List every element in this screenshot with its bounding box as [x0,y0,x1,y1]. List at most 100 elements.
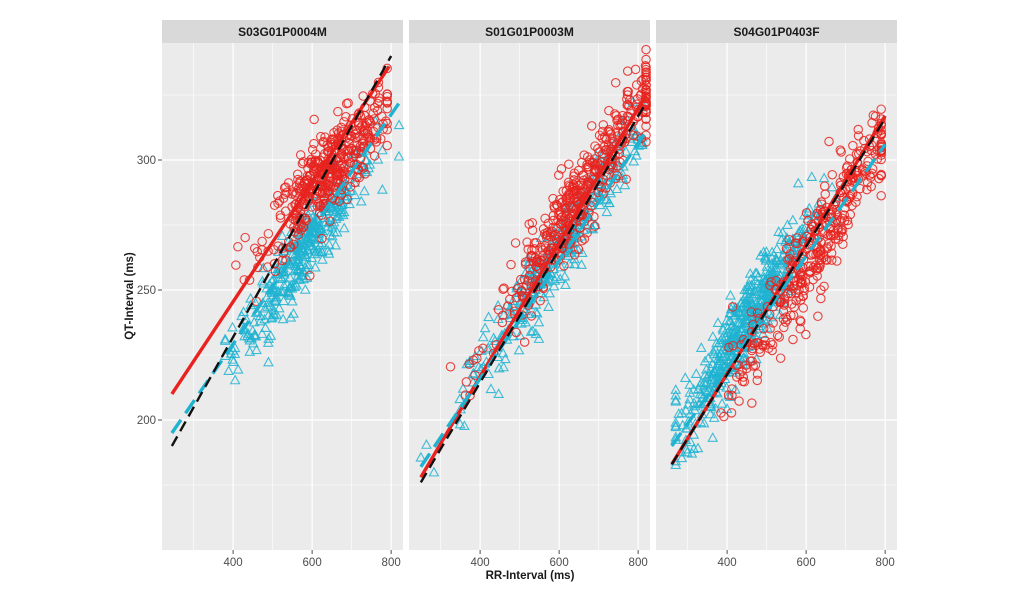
cyan-point [530,328,542,338]
cyan-point [739,313,751,323]
cyan-point [741,297,753,307]
cyan-point [499,353,511,364]
cyan-point [741,314,753,325]
red-point [746,307,757,317]
cyan-point [826,181,838,192]
red-point [841,163,852,173]
red-point [355,123,365,133]
red-point [822,244,832,254]
red-point [631,80,642,90]
cyan-point [219,333,231,344]
cyan-point [731,317,743,328]
x-tick-label: 800 [629,557,648,569]
red-point [801,329,811,340]
red-point [510,238,521,248]
cyan-point [239,330,251,341]
cyan-point [702,352,714,363]
panel-s04g01p0403f: S04G01P0403F 400 600 800 [656,20,897,569]
red-point [641,80,651,90]
cyan-point [684,393,696,404]
red-point [811,249,821,260]
red-point [641,72,651,83]
red-point [382,103,392,114]
cyan-point [331,226,343,237]
panel-title: S01G01P0003M [485,25,574,39]
red-point [342,145,353,155]
red-point [369,151,380,161]
x-axis-title: RR-Interval (ms) [486,570,575,582]
red-point [560,202,571,213]
red-point [641,44,651,55]
cyan-point [507,295,519,306]
red-point [597,126,608,137]
red-point [535,296,545,306]
cyan-point [279,253,291,264]
cyan-point [497,347,509,358]
red-point [575,180,585,190]
red-point [587,121,597,131]
cyan-point [576,247,588,258]
cyan-point [704,408,716,419]
red-point [567,188,578,198]
red-point [336,153,346,163]
red-point [553,170,564,180]
cyan-point [457,382,469,393]
cyan-point [673,408,685,418]
red-point [853,124,864,135]
red-point [786,288,796,299]
red-point [569,171,579,181]
black-fit-line [419,102,648,484]
red-point [290,227,300,237]
red-point [792,233,802,243]
cyan-point [601,206,613,217]
cyan-point [523,258,535,269]
cyan-point [276,273,288,284]
cyan-point [770,262,782,272]
cyan-point [708,365,720,376]
cyan-point [330,239,342,250]
cyan-point [483,311,495,322]
red-point [296,195,306,205]
cyan-point [250,297,261,308]
cyan-point [619,179,631,190]
fit-lines [170,55,403,447]
cyan-point [707,330,719,341]
cyan-point [265,299,276,310]
cyan-point [742,307,754,318]
red-point [326,137,336,148]
red-point [273,190,283,201]
cyan-point [355,195,367,206]
cyan-point [717,351,729,362]
red-fit-line [170,65,391,395]
cyan-point [268,304,280,315]
fit-lines [670,114,887,466]
cyan-point [739,284,751,295]
cyan-point [250,330,262,341]
red-point [308,161,319,171]
cyan-point [243,332,255,343]
red-point [461,377,472,387]
cyan-point [760,266,772,277]
cyan-point [544,287,556,298]
cyan-point [454,418,466,429]
cyan-point [763,307,775,318]
red-point [464,359,474,369]
red-fit-line [419,94,648,479]
red-point [582,228,592,238]
cyan-point [692,442,704,453]
cyan-point [493,388,505,399]
red-point [316,201,326,211]
red-point [298,222,308,232]
red-point [329,181,339,191]
cyan-point [743,320,755,331]
red-point [280,206,291,216]
red-point [641,54,651,65]
red-point [564,188,574,199]
red-point [497,317,508,328]
red-point [516,286,526,296]
red-point [318,137,328,148]
panel-title: S03G01P0004M [238,25,327,39]
red-point [589,154,600,164]
red-point [867,168,877,179]
cyan-point [286,282,298,293]
